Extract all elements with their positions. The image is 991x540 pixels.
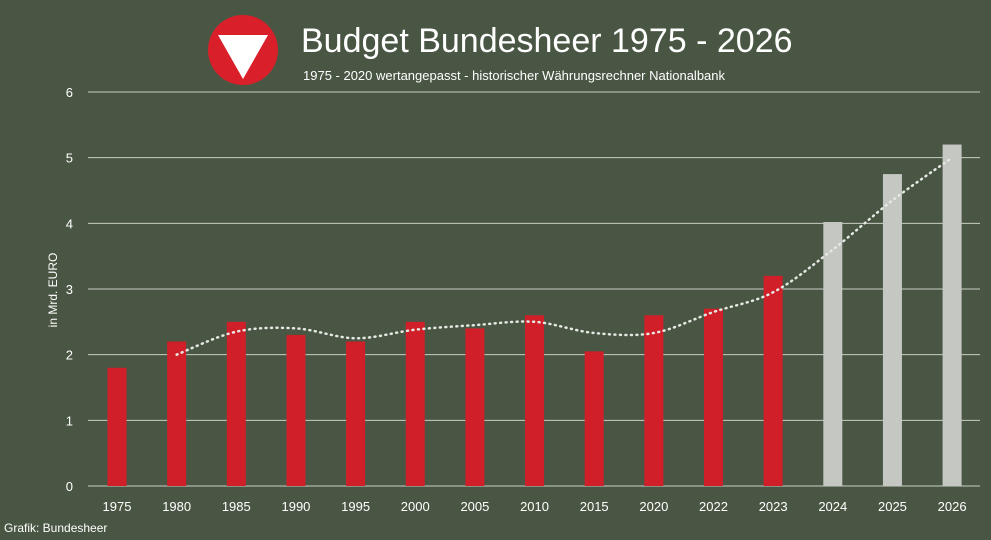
y-tick-label: 1 [66,413,73,428]
emblem-logo [208,15,278,85]
x-tick-labels: 1975 1980 1985 1990 1995 2000 2005 2010 2015 2020… [103,499,967,514]
graphic-credit: Grafik: Bundesheer [4,521,107,535]
y-tick-label: 5 [66,151,73,166]
bar-2025 [882,174,902,487]
x-tick-label: 2026 [938,499,967,514]
bar-1995 [346,341,366,486]
emblem-triangle [218,35,268,79]
bar-2026 [942,144,962,487]
y-tick-label: 4 [66,216,73,231]
x-tick-label: 2005 [460,499,489,514]
bar-2005 [465,328,485,486]
x-tick-label: 2022 [699,499,728,514]
bar-1980 [167,341,187,486]
x-tick-label: 2023 [759,499,788,514]
bar-2023 [763,275,783,486]
y-tick-label: 2 [66,348,73,363]
x-tick-label: 2020 [639,499,668,514]
y-tick-label: 0 [66,479,73,494]
x-tick-label: 2000 [401,499,430,514]
bar-2010 [525,315,545,486]
x-tick-label: 2024 [818,499,847,514]
y-tick-label: 6 [66,85,73,100]
x-tick-label: 1990 [281,499,310,514]
x-tick-label: 2025 [878,499,907,514]
trend-line [175,156,954,356]
x-tick-label: 2015 [580,499,609,514]
y-tick-labels: 0 1 2 3 4 5 6 [66,85,73,494]
y-tick-label: 3 [66,282,73,297]
bar-2024 [823,222,843,486]
bar-2022 [704,308,723,486]
x-tick-label: 1975 [103,499,132,514]
chart-title: Budget Bundesheer 1975 - 2026 [301,22,793,60]
x-tick-label: 1980 [162,499,191,514]
chart-subtitle: 1975 - 2020 wertangepasst - historischer… [303,68,726,83]
bar-1985 [226,321,246,486]
bar-1975 [107,367,127,486]
x-tick-label: 2010 [520,499,549,514]
bar-2020 [644,315,664,486]
x-tick-label: 1985 [222,499,251,514]
y-axis-label: in Mrd. EURO [46,253,60,328]
bar-1990 [286,334,306,486]
bar-2000 [405,321,425,486]
x-tick-label: 1995 [341,499,370,514]
bars [107,144,962,487]
bar-2015 [584,351,604,486]
